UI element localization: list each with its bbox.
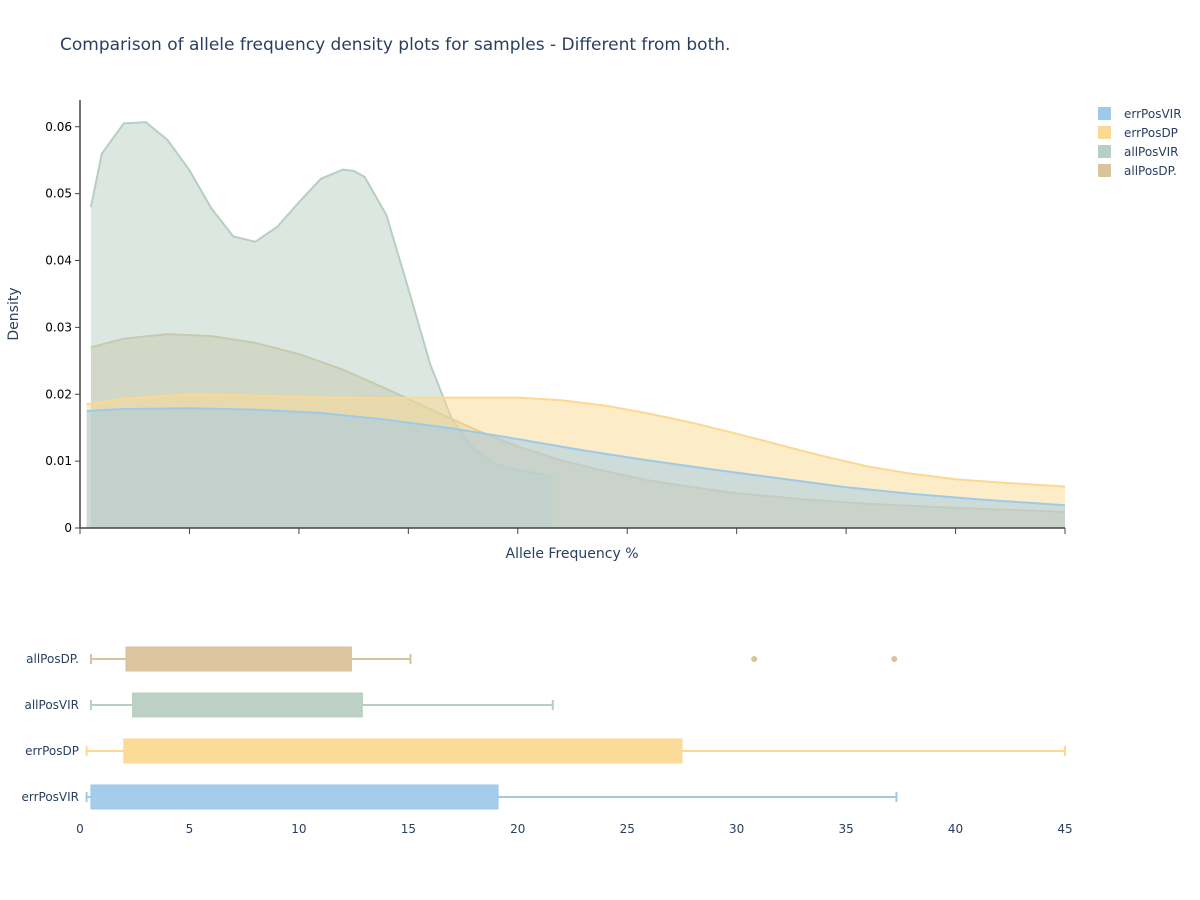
y-tick-label: 0 [64, 521, 72, 535]
legend[interactable]: errPosVIR errPosDP allPosVIR allPosDP. [1098, 107, 1182, 178]
category-label: errPosVIR [21, 790, 79, 804]
box-iqr [132, 692, 363, 718]
category-label: allPosDP. [26, 652, 79, 666]
y-tick-label: 0.05 [45, 187, 72, 201]
y-tick-label: 0.06 [45, 120, 72, 134]
box-x-tick-label: 25 [620, 822, 635, 836]
boxplot-panel: allPosDP. allPosVIR errPosDP errPosVIR 0 5 10 1… [21, 646, 1073, 836]
legend-item-allposvir[interactable]: allPosVIR [1098, 145, 1179, 159]
y-tick-label: 0.01 [45, 454, 72, 468]
box-x-tick-label: 45 [1057, 822, 1072, 836]
legend-label: allPosDP. [1124, 164, 1177, 178]
box-x-tick-label: 15 [401, 822, 416, 836]
outlier-point [751, 656, 758, 662]
box-iqr [90, 784, 499, 810]
legend-label: errPosDP [1124, 126, 1178, 140]
legend-item-errposdp[interactable]: errPosDP [1098, 126, 1178, 140]
legend-item-allposdp[interactable]: allPosDP. [1098, 164, 1177, 178]
box-x-tick-label: 35 [838, 822, 853, 836]
box-x-tick-label: 5 [186, 822, 194, 836]
legend-swatch [1098, 107, 1111, 120]
box-allposdp [89, 646, 898, 672]
box-errposdp [85, 738, 1066, 764]
box-x-tick-label: 20 [510, 822, 525, 836]
legend-label: allPosVIR [1124, 145, 1179, 159]
chart-title: Comparison of allele frequency density p… [60, 35, 730, 55]
legend-label: errPosVIR [1124, 107, 1182, 121]
category-label: errPosDP [25, 744, 79, 758]
density-line-errposvir [86, 407, 1066, 507]
y-axis-label: Density [6, 287, 22, 340]
density-area-errposvir [86, 408, 1066, 528]
box-errposvir [85, 784, 898, 810]
outlier-point [891, 656, 898, 662]
y-tick-label: 0.02 [45, 387, 72, 401]
legend-swatch [1098, 164, 1111, 177]
box-iqr [125, 646, 352, 672]
density-line-errposdp [86, 393, 1066, 488]
box-allposvir [89, 692, 554, 718]
box-iqr [123, 738, 683, 764]
y-tick-label: 0.03 [45, 320, 72, 334]
category-label: allPosVIR [24, 698, 79, 712]
legend-swatch [1098, 145, 1111, 158]
density-panel: 0 0.01 0.02 0.03 0.04 0.05 0.06 [45, 100, 1066, 535]
legend-item-errposvir[interactable]: errPosVIR [1098, 107, 1182, 121]
y-tick-label: 0.04 [45, 254, 72, 268]
box-x-tick-label: 0 [76, 822, 84, 836]
legend-swatch [1098, 126, 1111, 139]
box-x-tick-label: 30 [729, 822, 744, 836]
box-x-tick-label: 40 [948, 822, 963, 836]
x-axis-label: Allele Frequency % [506, 546, 639, 562]
box-x-tick-label: 10 [291, 822, 306, 836]
